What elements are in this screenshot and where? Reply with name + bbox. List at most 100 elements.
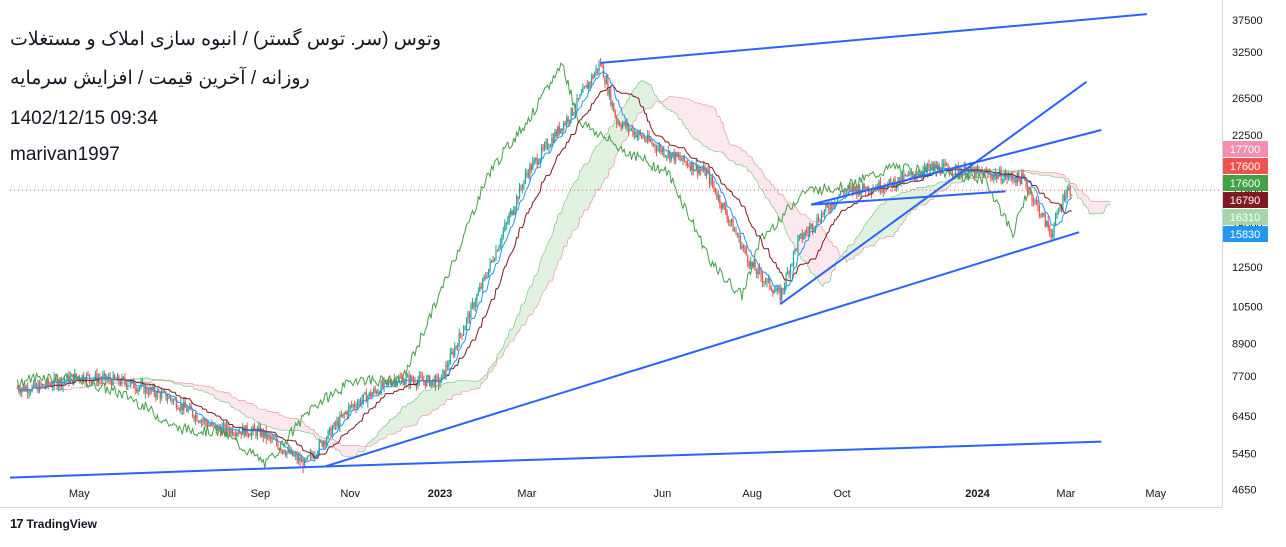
cloud-segment [528, 286, 529, 315]
x-tick-label: Jul [162, 488, 176, 500]
candle-body [65, 380, 66, 381]
candle-body [333, 423, 334, 429]
candle-body [758, 268, 759, 274]
cloud-segment [472, 381, 474, 389]
candle-body [478, 291, 479, 295]
candle-body [806, 232, 807, 233]
candle-body [381, 382, 382, 393]
candle-body [434, 379, 435, 386]
candle-body [370, 392, 371, 396]
cloud-segment [1100, 202, 1101, 215]
candle-body [582, 88, 583, 93]
candle-body [660, 146, 661, 152]
candle-body [526, 173, 527, 174]
cloud-segment [204, 386, 206, 392]
candle-body [1062, 195, 1063, 207]
candle-body [641, 134, 642, 138]
cloud-segment [602, 140, 604, 184]
cloud-segment [685, 99, 687, 129]
cloud-segment [634, 88, 636, 121]
cloud-segment [222, 392, 223, 402]
candle-body [57, 380, 58, 388]
candle-body [821, 214, 822, 222]
cloud-segment [713, 107, 714, 151]
candle-body [236, 433, 237, 436]
tradingview-brand[interactable]: 17 TradingView [10, 516, 97, 531]
cloud-segment [459, 381, 460, 395]
cloud-segment [748, 156, 750, 171]
cloud-segment [280, 415, 282, 430]
cloud-segment [536, 274, 538, 309]
cloud-segment [1042, 172, 1044, 175]
candle-body [578, 98, 579, 99]
cloud-segment [512, 328, 514, 341]
candle-body [657, 148, 658, 151]
candle-body [946, 165, 947, 166]
candle-body [597, 69, 598, 71]
candle-body [223, 424, 224, 427]
cloud-segment [574, 181, 576, 229]
candle-body [738, 236, 739, 237]
candle-body [637, 135, 638, 137]
candle-body [512, 211, 513, 215]
candle-body [824, 210, 825, 215]
candle-body [270, 436, 271, 439]
cloud-segment [150, 379, 152, 382]
cloud-segment [405, 407, 406, 427]
candle-body [1003, 176, 1004, 181]
cloud-segment [590, 155, 592, 204]
cloud-segment [687, 99, 689, 132]
candle-body [497, 250, 498, 251]
candle-body [33, 383, 34, 386]
candle-body [1040, 216, 1041, 217]
candle-body [675, 152, 676, 160]
candle-body [467, 314, 468, 319]
candle-body [520, 187, 521, 188]
cloud-segment [146, 378, 148, 383]
cloud-segment [243, 400, 245, 414]
candle-body [550, 145, 551, 147]
cloud-segment [361, 446, 363, 452]
cloud-segment [200, 386, 201, 391]
candle-body [138, 388, 139, 391]
candle-body [174, 400, 175, 401]
candle-body [413, 381, 414, 382]
cloud-segment [639, 82, 641, 113]
candle-body [644, 138, 645, 141]
cloud-segment [586, 164, 588, 210]
cloud-segment [384, 426, 385, 438]
cloud-segment [565, 199, 567, 246]
y-tick-label: 7700 [1232, 371, 1256, 383]
candle-body [442, 370, 443, 374]
cloud-segment [308, 427, 310, 433]
candle-body [166, 392, 167, 400]
candle-body [749, 263, 750, 267]
cloud-segment [696, 103, 697, 139]
candle-body [572, 108, 573, 115]
candle-body [732, 220, 733, 232]
candle-body [778, 288, 779, 289]
candle-body [523, 180, 524, 187]
candle-body [593, 76, 594, 78]
cloud-segment [774, 188, 776, 212]
candle-body [350, 405, 351, 407]
cloud-segment [599, 143, 600, 190]
cloud-segment [232, 397, 233, 408]
cloud-segment [523, 304, 525, 325]
candle-body [996, 173, 997, 178]
candle-body [422, 377, 423, 380]
cloud-segment [302, 421, 304, 431]
candle-body [426, 378, 427, 386]
price-axis[interactable]: 3750032500265002250017500150001250010500… [1232, 15, 1263, 496]
cloud-segment [282, 415, 284, 430]
candle-body [610, 89, 611, 105]
cloud-segment [745, 151, 746, 167]
candle-body [369, 392, 370, 396]
candle-body [953, 174, 954, 175]
candle-body [768, 279, 769, 280]
cloud-segment [612, 125, 614, 167]
candle-body [85, 381, 86, 382]
cloud-segment [755, 164, 756, 179]
cloud-segment [272, 412, 274, 429]
